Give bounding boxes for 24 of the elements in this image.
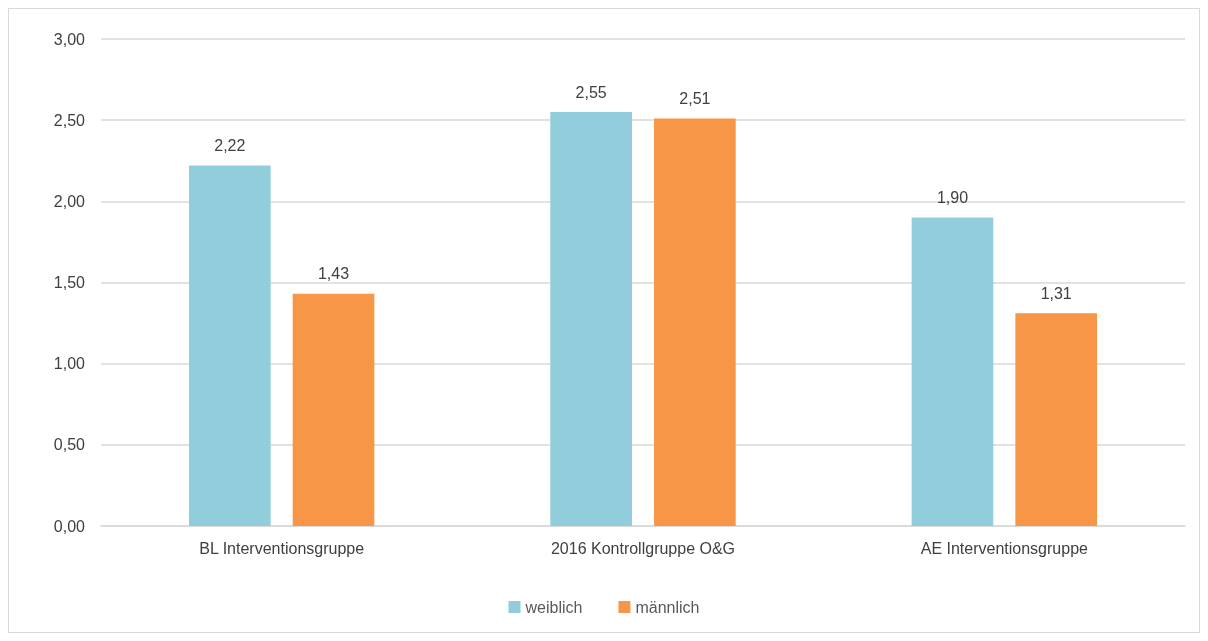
y-tick-label: 2,00 xyxy=(53,192,86,210)
bar xyxy=(188,165,271,526)
y-tick-label: 1,00 xyxy=(53,355,86,373)
y-tick-label: 0,00 xyxy=(53,517,86,535)
x-tick-label: 2016 Kontrollgruppe O&G xyxy=(550,539,736,557)
data-label: 2,22 xyxy=(214,137,246,155)
x-tick-label: AE Interventionsgruppe xyxy=(920,539,1089,557)
bar xyxy=(911,217,994,526)
x-tick-label: BL Interventionsgruppe xyxy=(199,539,365,557)
bar xyxy=(1015,313,1098,526)
bar xyxy=(550,112,632,526)
data-label: 2,55 xyxy=(575,83,607,101)
y-tick-label: 2,50 xyxy=(53,111,86,129)
data-label: 2,51 xyxy=(679,90,711,108)
y-tick-label: 3,00 xyxy=(53,30,86,48)
bar xyxy=(292,293,375,526)
legend-label: weiblich xyxy=(524,598,583,616)
y-tick-label: 0,50 xyxy=(53,436,86,454)
data-label: 1,90 xyxy=(936,189,969,207)
legend-label: männlich xyxy=(635,598,700,616)
data-label: 1,31 xyxy=(1040,284,1072,302)
y-tick-label: 1,50 xyxy=(53,274,86,291)
data-label: 1,43 xyxy=(317,265,350,283)
bar xyxy=(654,118,736,526)
